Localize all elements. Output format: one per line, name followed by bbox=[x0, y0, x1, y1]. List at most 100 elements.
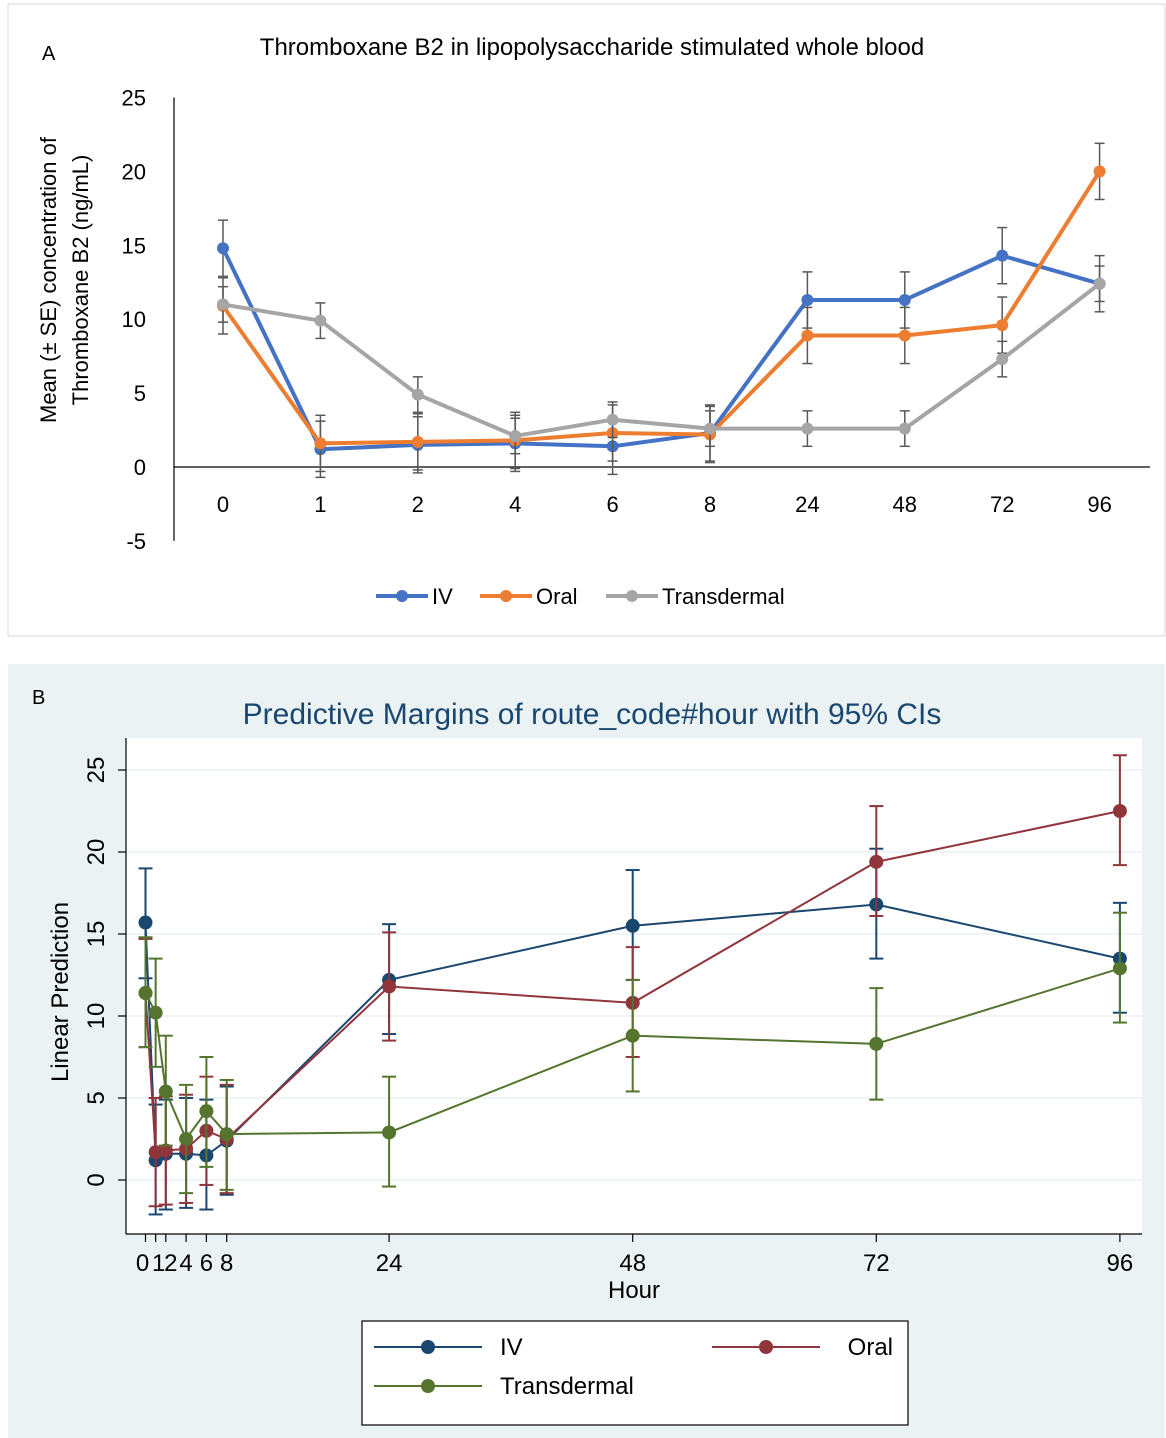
chart-a-title: Thromboxane B2 in lipopolysaccharide sti… bbox=[260, 34, 924, 61]
legend-marker-oral bbox=[759, 1340, 773, 1354]
chart-a-x-axis: 0 1 2 4 6 8 24 48 72 96 bbox=[174, 466, 1150, 517]
chart-b-x-tick-label: 96 bbox=[1107, 1250, 1134, 1277]
series-line-transdermal bbox=[222, 282, 1101, 438]
data-point bbox=[996, 319, 1009, 332]
data-point bbox=[996, 249, 1009, 262]
data-point bbox=[411, 435, 424, 448]
chart-b-legend: IV Oral Transdermal bbox=[361, 1320, 909, 1426]
chart-a-series-oral bbox=[217, 142, 1106, 473]
chart-a-series bbox=[217, 142, 1106, 479]
chart-b-y-tick-label: 5 bbox=[83, 1091, 110, 1104]
data-point bbox=[148, 1005, 163, 1020]
chart-a-x-tick-label: 72 bbox=[990, 492, 1014, 517]
data-point bbox=[382, 979, 397, 994]
legend-marker-transdermal bbox=[421, 1379, 435, 1393]
chart-a-x-tick-label: 48 bbox=[893, 492, 917, 517]
chart-b-x-tick-label: 6 bbox=[200, 1250, 213, 1277]
data-point bbox=[898, 329, 911, 342]
data-point bbox=[625, 1028, 640, 1043]
data-point bbox=[801, 422, 814, 435]
data-point bbox=[219, 1127, 234, 1142]
data-point bbox=[625, 918, 640, 933]
data-point bbox=[801, 293, 814, 306]
data-point bbox=[1112, 961, 1127, 976]
legend-label-iv: IV bbox=[432, 584, 453, 609]
legend-marker-transdermal bbox=[626, 590, 638, 602]
data-point bbox=[996, 353, 1009, 366]
chart-b-y-tick-label: 0 bbox=[83, 1173, 110, 1186]
data-point bbox=[801, 329, 814, 342]
chart-b-plot-area bbox=[126, 738, 1142, 1234]
data-point bbox=[217, 242, 229, 255]
chart-a-y-tick-label: -5 bbox=[126, 529, 146, 554]
panel-a-frame bbox=[7, 3, 1166, 637]
chart-b-y-tick-label: 25 bbox=[83, 757, 110, 784]
legend-label-oral: Oral bbox=[848, 1334, 893, 1361]
legend-label-transdermal: Transdermal bbox=[500, 1373, 634, 1400]
chart-b-x-tick-label: 2 bbox=[164, 1250, 177, 1277]
chart-a-x-tick-label: 6 bbox=[606, 492, 618, 517]
data-point bbox=[869, 854, 884, 869]
data-point bbox=[138, 986, 153, 1001]
data-point bbox=[314, 314, 327, 327]
data-point bbox=[704, 422, 716, 435]
data-point bbox=[158, 1084, 173, 1099]
chart-b-x-tick-label: 8 bbox=[220, 1250, 233, 1277]
legend-label-iv: IV bbox=[500, 1334, 523, 1361]
chart-b-grid bbox=[126, 769, 1142, 1181]
chart-b-x-tick-label: 0 bbox=[136, 1250, 149, 1277]
chart-a-y-axis: -5 0 5 10 15 20 25 bbox=[122, 86, 175, 554]
chart-a-x-tick-label: 24 bbox=[795, 492, 819, 517]
chart-a-x-tick-label: 1 bbox=[314, 492, 326, 517]
data-point bbox=[138, 915, 153, 930]
data-point bbox=[179, 1132, 194, 1146]
data-point bbox=[1093, 165, 1106, 178]
data-point bbox=[509, 429, 522, 442]
data-point bbox=[898, 422, 911, 435]
data-point bbox=[382, 1125, 397, 1140]
data-point bbox=[314, 437, 327, 450]
panel-b-chart: B Predictive Margins of route_code#hour … bbox=[8, 664, 1165, 1438]
chart-b-legend-box bbox=[361, 1320, 909, 1426]
chart-a-series-transdermal bbox=[217, 265, 1106, 455]
data-point bbox=[1093, 277, 1106, 290]
chart-b-xlabel: Hour bbox=[608, 1277, 660, 1304]
chart-a-x-tick-label: 2 bbox=[412, 492, 424, 517]
data-point bbox=[411, 388, 424, 401]
chart-a-ylabel-line1: Mean (± SE) concentration of bbox=[36, 136, 61, 423]
series-line-transdermal bbox=[144, 967, 1121, 1142]
chart-a-y-tick-label: 5 bbox=[134, 381, 146, 406]
chart-b-series bbox=[138, 754, 1127, 1216]
chart-b-x-tick-label: 24 bbox=[376, 1250, 403, 1277]
data-point bbox=[606, 413, 619, 426]
data-point bbox=[217, 298, 229, 311]
chart-a-x-tick-label: 96 bbox=[1087, 492, 1111, 517]
data-point bbox=[898, 293, 911, 306]
chart-b-x-tick-label: 72 bbox=[863, 1250, 890, 1277]
chart-a-y-tick-label: 20 bbox=[122, 159, 146, 184]
legend-marker-iv bbox=[421, 1340, 435, 1354]
legend-label-oral: Oral bbox=[536, 584, 578, 609]
chart-a-y-tick-label: 25 bbox=[122, 86, 146, 111]
chart-b-x-tick-label: 4 bbox=[179, 1250, 192, 1277]
chart-a-x-tick-label: 0 bbox=[217, 492, 229, 517]
panel-b-label: B bbox=[32, 687, 45, 709]
chart-a-ylabel-line2: Thromboxane B2 (ng/mL) bbox=[68, 155, 93, 406]
chart-b-series-transdermal bbox=[138, 911, 1127, 1195]
legend-marker-oral bbox=[500, 590, 512, 602]
series-line-iv bbox=[221, 247, 1101, 452]
legend-label-transdermal: Transdermal bbox=[662, 584, 785, 609]
chart-b-ylabel: Linear Prediction bbox=[47, 902, 74, 1082]
chart-b-y-tick-label: 10 bbox=[83, 1003, 110, 1030]
data-point bbox=[1112, 804, 1127, 818]
chart-a-x-tick-label: 4 bbox=[509, 492, 521, 517]
series-line-oral bbox=[221, 170, 1102, 446]
chart-a-legend: IV Oral Transdermal bbox=[376, 584, 785, 609]
legend-marker-iv bbox=[396, 590, 408, 602]
chart-a-y-tick-label: 0 bbox=[134, 455, 146, 480]
chart-b-title: Predictive Margins of route_code#hour wi… bbox=[243, 698, 942, 731]
data-point bbox=[869, 1036, 884, 1051]
panel-a-chart: A Thromboxane B2 in lipopolysaccharide s… bbox=[7, 3, 1166, 637]
chart-b-x-tick-label: 1 bbox=[152, 1250, 165, 1277]
